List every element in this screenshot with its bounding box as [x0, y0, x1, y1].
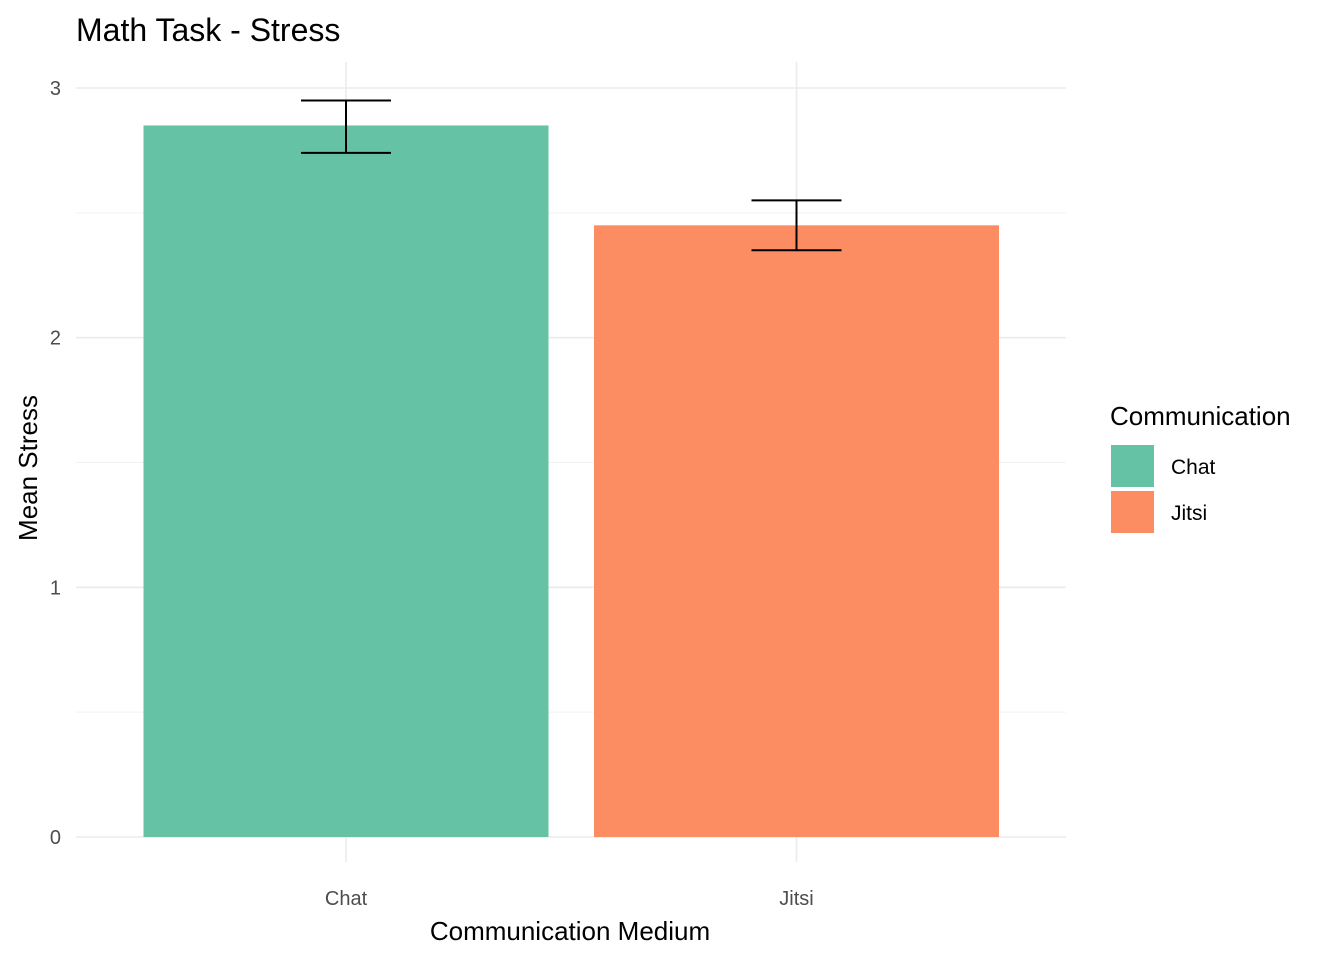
- error-bar-jitsi: [751, 199, 842, 252]
- error-bars: [301, 99, 842, 252]
- x-axis-ticks: Chat Jitsi: [325, 888, 814, 910]
- y-axis-title: Mean Stress: [13, 395, 43, 541]
- y-tick-label: 3: [50, 78, 61, 100]
- legend-title: Communication: [1110, 401, 1291, 431]
- legend-key-chat: [1111, 445, 1154, 487]
- bars: [143, 125, 999, 838]
- y-tick-label: 1: [50, 577, 61, 599]
- y-tick-label: 2: [50, 328, 61, 350]
- y-axis-ticks: 0 1 2 3: [50, 78, 61, 849]
- x-tick-label: Jitsi: [779, 888, 813, 910]
- bar-chat: [143, 125, 549, 837]
- chart-title: Math Task - Stress: [76, 12, 340, 48]
- legend-label: Chat: [1171, 456, 1216, 479]
- bar-jitsi: [594, 225, 999, 838]
- legend: Communication Chat Jitsi: [1110, 401, 1291, 533]
- legend-key-jitsi: [1111, 491, 1154, 533]
- error-bar-chat: [301, 99, 391, 154]
- legend-label: Jitsi: [1171, 502, 1207, 525]
- x-axis-title: Communication Medium: [430, 916, 710, 946]
- x-tick-label: Chat: [325, 888, 368, 910]
- y-tick-label: 0: [50, 827, 61, 849]
